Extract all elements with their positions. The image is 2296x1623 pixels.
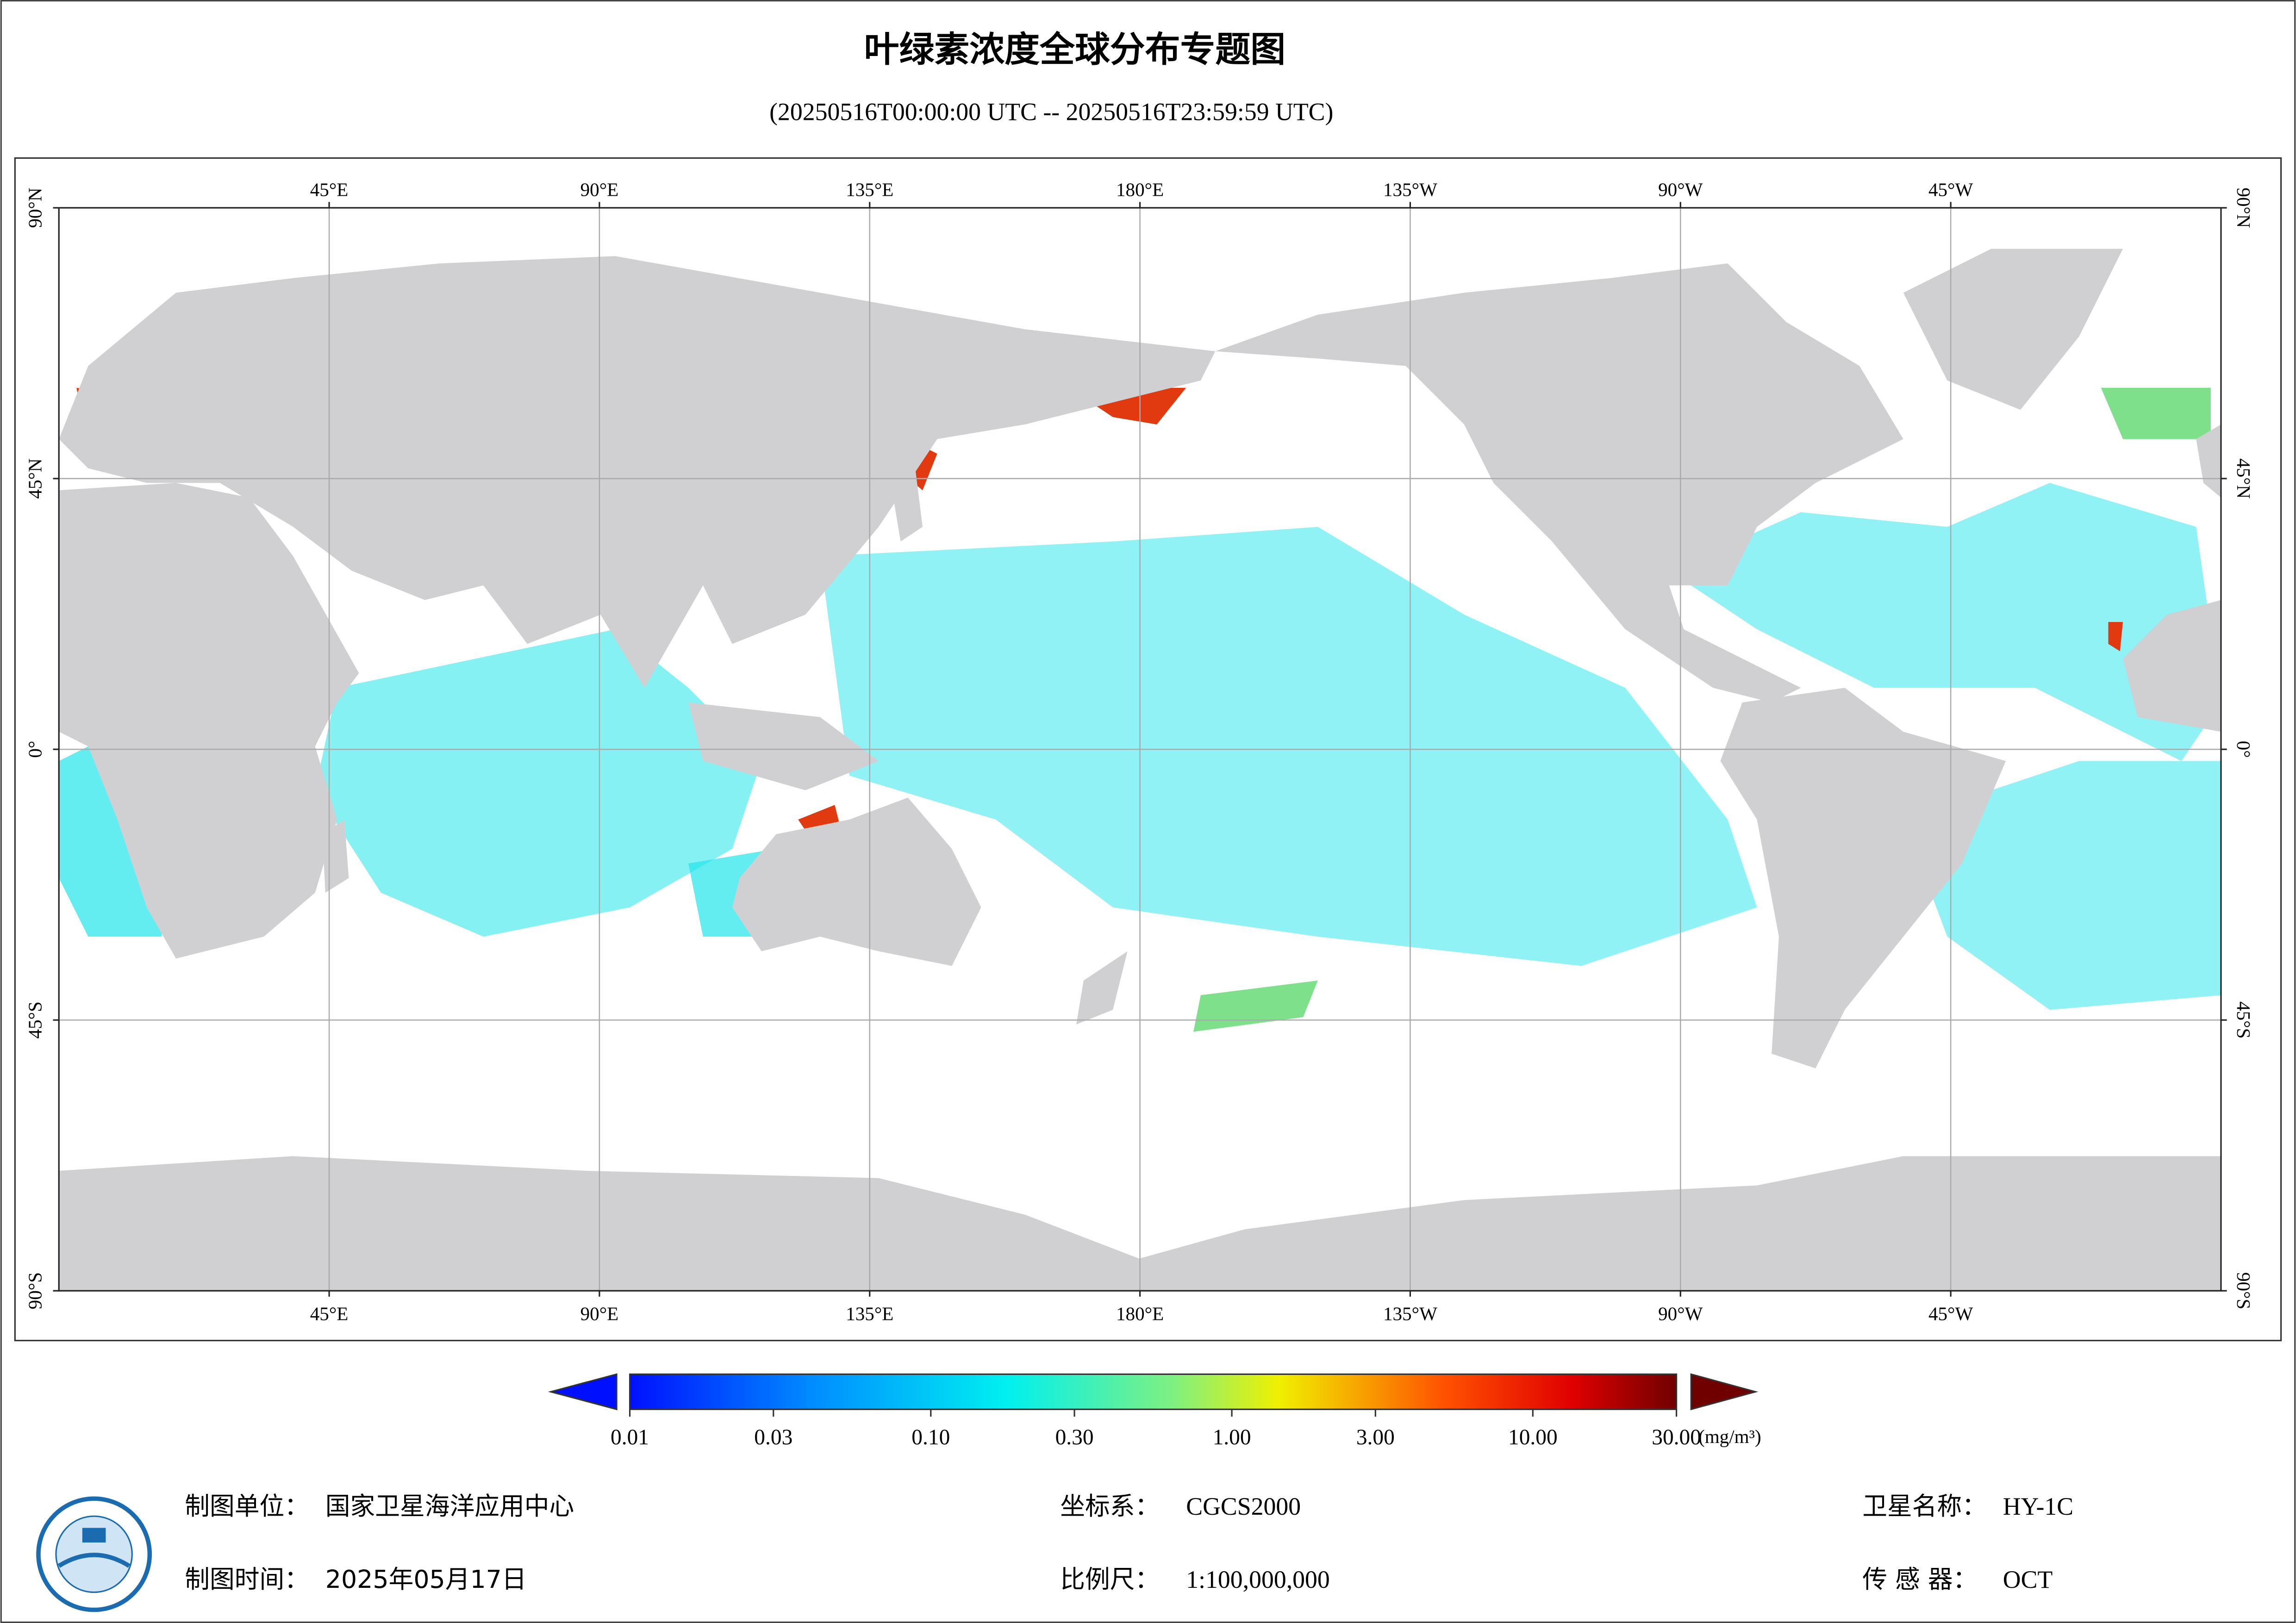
lon-label: 45°E <box>310 1303 349 1324</box>
lat-label: 90°N <box>2233 187 2254 228</box>
footer-value: 1:100,000,000 <box>1186 1566 1330 1593</box>
colorbar-tick-label: 0.30 <box>1055 1425 1094 1449</box>
colorbar-tick-label: 30.00 <box>1652 1425 1701 1449</box>
lat-label: 45°N <box>24 458 45 498</box>
lat-label: 45°N <box>2233 458 2254 498</box>
map <box>59 208 2221 1291</box>
lon-label: 180°E <box>1116 179 1164 200</box>
footer-label: 制图时间： <box>185 1565 309 1594</box>
lat-label: 0° <box>24 741 45 758</box>
footer-label: 坐标系： <box>1060 1492 1160 1521</box>
lat-label: 0° <box>2233 741 2254 758</box>
lon-label: 135°W <box>1383 1303 1437 1324</box>
lon-label: 45°W <box>1928 179 1973 200</box>
colorbar-max-arrow <box>1690 1373 1759 1411</box>
footer-label: 比例尺： <box>1060 1565 1160 1594</box>
colorbar-tick-label: 1.00 <box>1213 1425 1251 1449</box>
footer-value: 国家卫星海洋应用中心 <box>325 1492 574 1521</box>
footer-value: HY-1C <box>2003 1492 2073 1520</box>
colorbar: (mg/m³) 0.01 0.03 0.10 0.30 1.00 3.00 10.00 30.… <box>548 1373 1761 1449</box>
footer-label: 传 感 器： <box>1862 1565 1978 1594</box>
lat-label: 45°S <box>2233 1001 2254 1038</box>
colorbar-min-arrow <box>548 1373 618 1411</box>
lon-label: 180°E <box>1116 1303 1164 1324</box>
colorbar-tick-label: 0.10 <box>911 1425 950 1449</box>
footer-label: 卫星名称： <box>1862 1492 1987 1521</box>
colorbar-bar <box>629 1373 1678 1410</box>
title: 叶绿素浓度全球分布专题图 <box>864 29 1286 70</box>
lat-label: 90°N <box>24 187 45 228</box>
footer: 制图单位： 国家卫星海洋应用中心 制图时间： 2025年05月17日 坐标系： … <box>185 1492 2073 1594</box>
lon-label: 135°W <box>1383 179 1437 200</box>
lon-label: 45°E <box>310 179 349 200</box>
lon-label: 90°E <box>580 1303 619 1324</box>
colorbar-tick-label: 3.00 <box>1356 1425 1395 1449</box>
colorbar-tick-label: 10.00 <box>1508 1425 1558 1449</box>
lon-label: 90°E <box>580 179 619 200</box>
lon-label: 135°E <box>846 1303 893 1324</box>
lon-label: 45°W <box>1928 1303 1973 1324</box>
colorbar-tick-label: 0.03 <box>754 1425 792 1449</box>
footer-label: 制图单位： <box>185 1492 309 1521</box>
lat-label: 45°S <box>24 1001 45 1038</box>
colorbar-tick-label: 0.01 <box>611 1425 649 1449</box>
lon-label: 90°W <box>1658 179 1703 200</box>
footer-value: CGCS2000 <box>1186 1492 1301 1520</box>
lat-label: 90°S <box>24 1272 45 1309</box>
lat-label: 90°S <box>2233 1272 2254 1309</box>
footer-value: OCT <box>2003 1566 2053 1593</box>
colorbar-unit: (mg/m³) <box>1698 1426 1761 1448</box>
subtitle: (20250516T00:00:00 UTC -- 20250516T23:59… <box>769 98 1333 125</box>
logo <box>36 1496 152 1612</box>
footer-value: 2025年05月17日 <box>325 1565 527 1594</box>
lon-label: 90°W <box>1658 1303 1703 1324</box>
map-frame <box>14 157 2282 1342</box>
lon-label: 135°E <box>846 179 893 200</box>
